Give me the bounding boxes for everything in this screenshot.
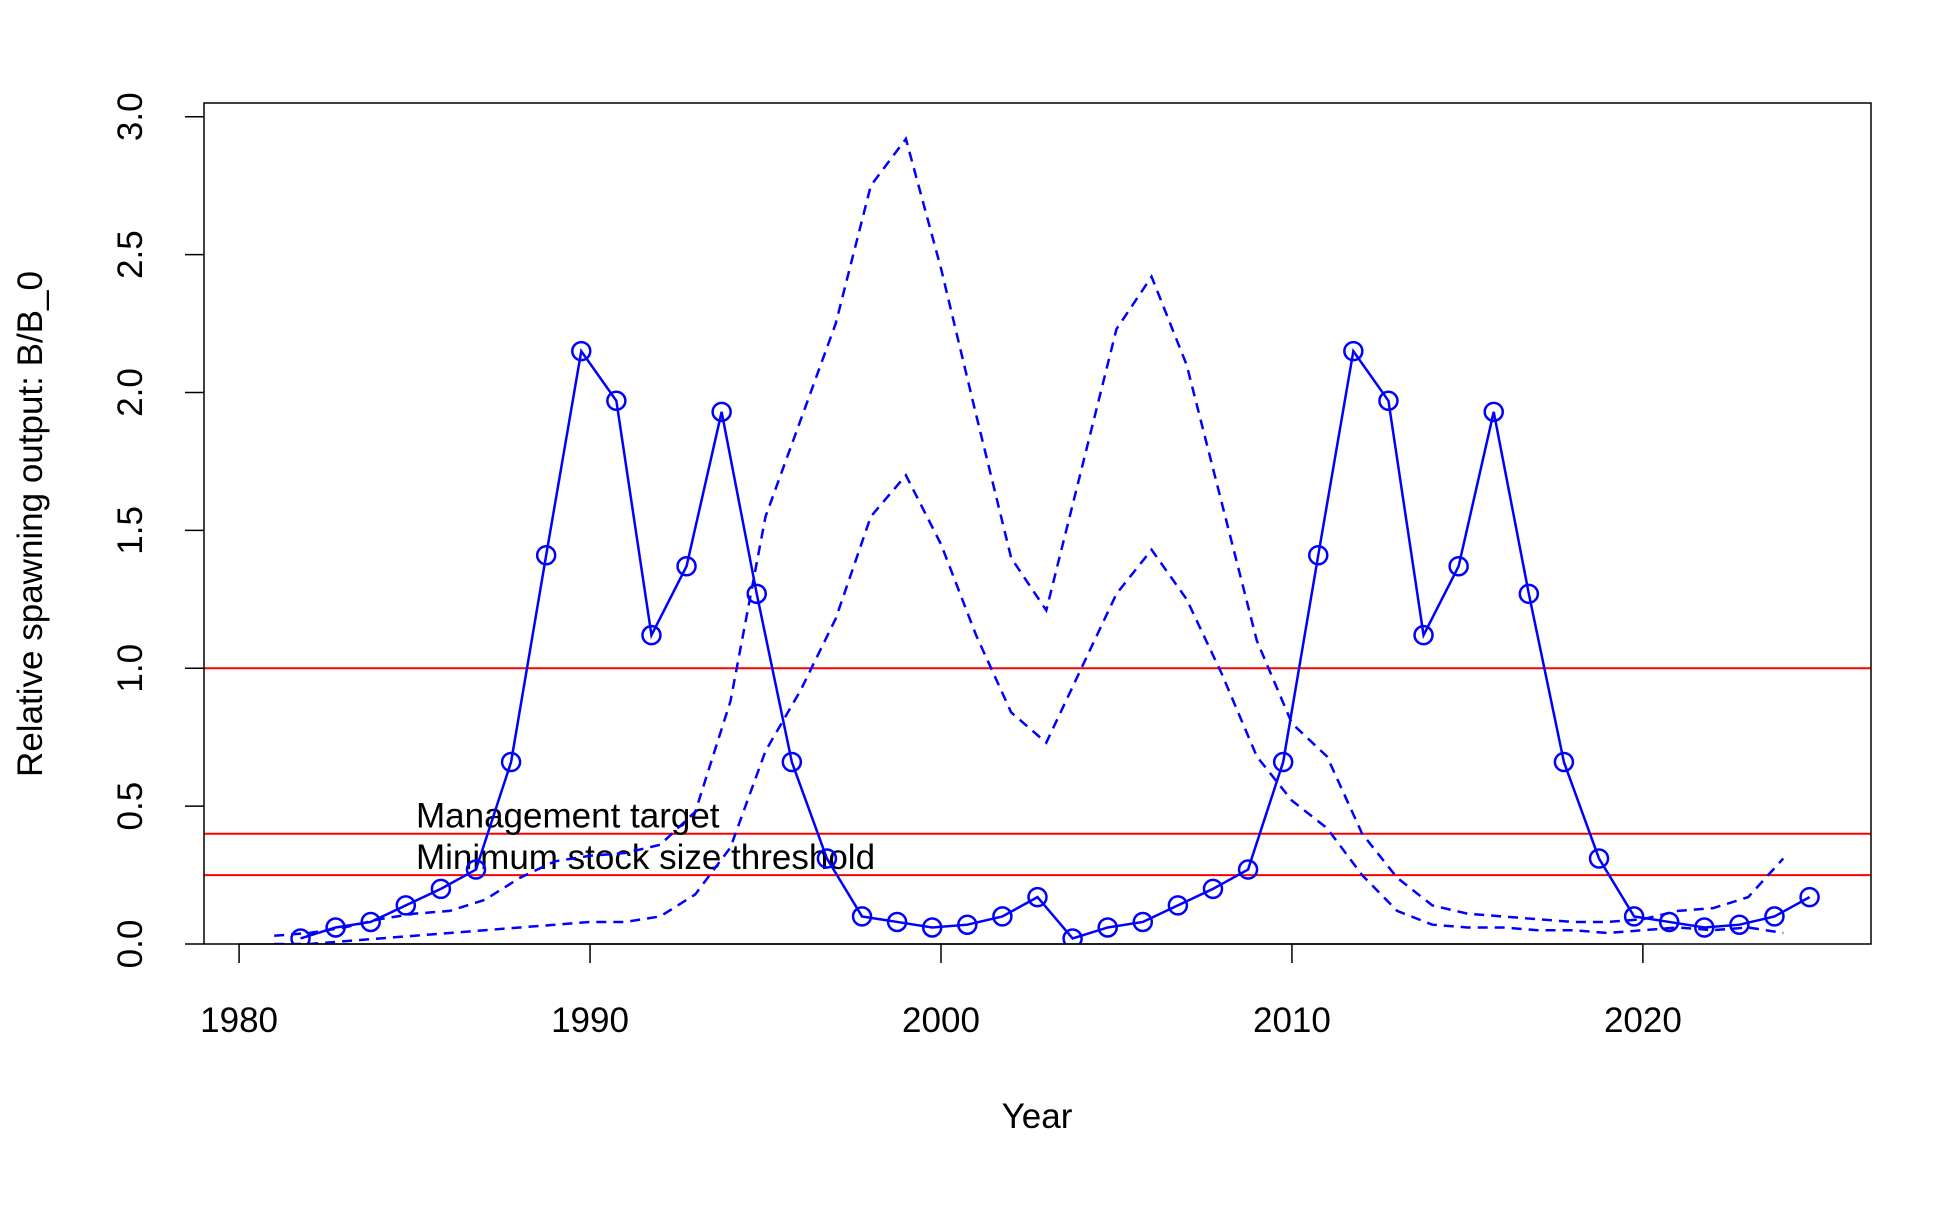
series-line — [300, 347, 1811, 940]
data-point — [1308, 544, 1329, 566]
y-tick-label: 0.5 — [111, 782, 150, 831]
data-point — [290, 928, 311, 944]
data-point — [395, 895, 417, 916]
reference-label: Minimum stock size threshold — [416, 838, 875, 877]
data-point — [641, 624, 662, 646]
y-tick-label: 1.5 — [111, 506, 150, 555]
data-point — [746, 583, 767, 605]
x-tick-label: 1990 — [551, 1001, 629, 1040]
data-point — [571, 340, 592, 362]
data-point — [465, 859, 487, 880]
y-tick-label: 2.0 — [111, 368, 150, 417]
data-point — [1132, 911, 1154, 933]
data-point — [992, 906, 1013, 927]
data-point — [1448, 555, 1469, 577]
data-point — [676, 555, 697, 577]
data-point — [1272, 751, 1294, 773]
series — [274, 136, 1785, 937]
data-point — [1062, 928, 1083, 944]
plot-frame — [203, 102, 1872, 945]
data-point — [1237, 859, 1259, 880]
data-point — [816, 848, 838, 869]
data-point — [781, 751, 803, 773]
data-point — [360, 911, 381, 933]
data-point — [1483, 401, 1504, 423]
x-axis-title: Year — [1002, 1097, 1073, 1136]
data-point — [1167, 895, 1189, 916]
data-point — [711, 401, 732, 423]
data-point — [1097, 917, 1118, 938]
data-point — [535, 544, 557, 566]
data-point — [1799, 886, 1820, 908]
data-point — [1518, 583, 1540, 605]
data-point — [1202, 878, 1224, 900]
data-point — [921, 917, 943, 938]
x-tick-label: 1980 — [200, 1001, 278, 1040]
data-point — [957, 914, 978, 935]
y-tick-label: 1.0 — [111, 644, 150, 693]
data-point — [1764, 906, 1785, 927]
y-tick-label: 3.0 — [111, 92, 150, 141]
data-point — [1623, 906, 1645, 927]
reference-label: Management target — [416, 797, 720, 836]
data-point — [1378, 390, 1399, 412]
series-line — [274, 136, 1785, 937]
data-point — [606, 390, 627, 412]
data-point — [886, 911, 908, 933]
x-tick-label: 2000 — [902, 1001, 980, 1040]
series — [274, 473, 1784, 944]
data-point — [851, 906, 873, 927]
data-point — [1729, 914, 1750, 935]
x-tick-label: 2010 — [1253, 1001, 1331, 1040]
series-line — [274, 473, 1784, 944]
data-point — [430, 878, 452, 900]
y-tick-label: 2.5 — [111, 230, 150, 279]
series — [290, 340, 1820, 944]
data-point — [1027, 886, 1048, 908]
data-point — [500, 751, 522, 773]
data-point — [1343, 340, 1364, 362]
y-tick-label: 0.0 — [111, 920, 150, 969]
data-point — [1588, 848, 1610, 869]
y-axis-title: Relative spawning output: B/B_0 — [11, 271, 50, 777]
data-point — [1413, 624, 1434, 646]
x-tick-label: 2020 — [1604, 1001, 1682, 1040]
data-point — [1694, 917, 1715, 938]
data-point — [1553, 751, 1575, 773]
